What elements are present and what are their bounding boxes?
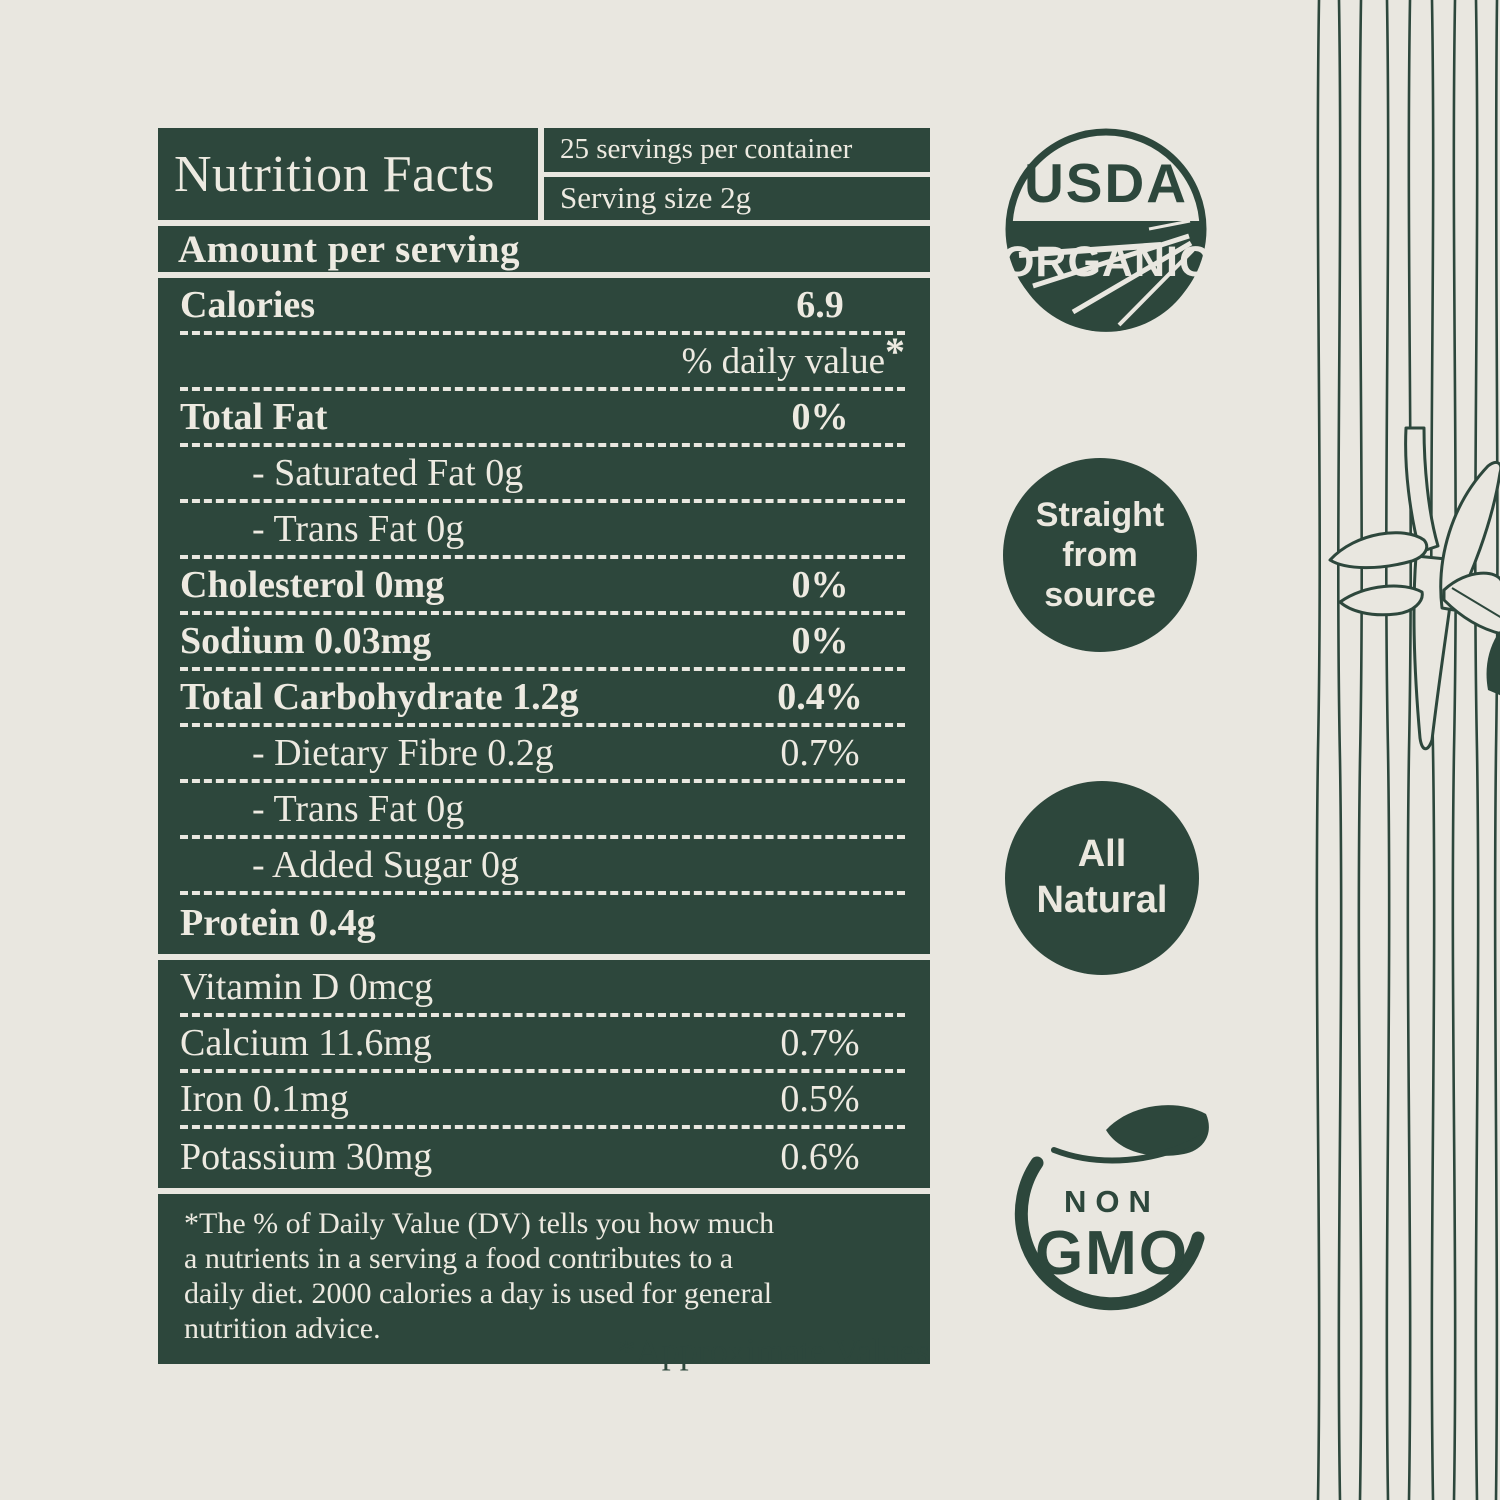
serving-size: Serving size 2g bbox=[544, 176, 930, 220]
approximate-values-note: *Approximate Values bbox=[617, 1331, 930, 1371]
servings-per-container: 25 servings per container bbox=[544, 128, 930, 172]
table-row: Potassium 30mg 0.6% bbox=[180, 1136, 860, 1178]
amount-per-serving-band: Amount per serving bbox=[158, 226, 930, 272]
daily-value-footnote: *The % of Daily Value (DV) tells you how… bbox=[158, 1194, 930, 1365]
straight-from-source-badge: Straight from source bbox=[1003, 458, 1197, 652]
calories-label: Calories bbox=[180, 284, 316, 326]
furrow-lines bbox=[1018, 219, 1195, 327]
micronutrients-section: Vitamin D 0mcg Calcium 11.6mg 0.7% Iron … bbox=[158, 960, 930, 1188]
calories-value: 6.9 bbox=[796, 284, 844, 326]
panel-header: Nutrition Facts 25 servings per containe… bbox=[158, 128, 930, 220]
non-text: NON bbox=[1064, 1184, 1160, 1219]
nutrition-facts-panel: Nutrition Facts 25 servings per containe… bbox=[158, 128, 930, 1365]
panel-title: Nutrition Facts bbox=[174, 145, 495, 203]
leaf-icon bbox=[1106, 1105, 1209, 1156]
daily-value-asterisk: * bbox=[885, 328, 905, 374]
table-row: - Saturated Fat 0g bbox=[180, 447, 905, 503]
table-row: Calcium 11.6mg 0.7% bbox=[180, 1017, 905, 1073]
vertical-stalk-lines bbox=[1315, 0, 1499, 1500]
all-natural-badge: All Natural bbox=[1005, 781, 1199, 975]
calories-row: Calories 6.9 bbox=[180, 279, 905, 335]
table-row: Iron 0.1mg 0.5% bbox=[180, 1073, 905, 1129]
table-row: Protein 0.4g bbox=[180, 902, 376, 944]
table-row: Sodium 0.03mg 0% bbox=[180, 615, 905, 671]
serving-info-column: 25 servings per container Serving size 2… bbox=[544, 128, 930, 220]
table-row: Vitamin D 0mcg bbox=[180, 961, 905, 1017]
main-nutrients-section: Calories 6.9 % daily value * Total Fat 0%… bbox=[158, 278, 930, 954]
leaf-cluster bbox=[1328, 426, 1500, 751]
table-row: - Dietary Fibre 0.2g 0.7% bbox=[180, 727, 905, 783]
table-row: - Trans Fat 0g bbox=[180, 783, 905, 839]
table-row: Total Fat 0% bbox=[180, 391, 905, 447]
table-row: Total Carbohydrate 1.2g 0.4% bbox=[180, 671, 905, 727]
table-row: - Trans Fat 0g bbox=[180, 503, 905, 559]
non-gmo-badge-icon: NON GMO bbox=[1014, 1105, 1209, 1311]
daily-value-header-row: % daily value * bbox=[180, 329, 905, 391]
panel-title-cell: Nutrition Facts bbox=[158, 128, 538, 220]
usda-organic-badge-icon: USDA ORGANIC bbox=[1003, 128, 1209, 332]
table-row: Cholesterol 0mg 0% bbox=[180, 559, 905, 615]
usda-text: USDA bbox=[1024, 152, 1188, 214]
table-row: - Added Sugar 0g bbox=[180, 839, 905, 895]
gmo-text: GMO bbox=[1035, 1219, 1189, 1288]
bamboo-line-art bbox=[1315, 0, 1500, 1500]
